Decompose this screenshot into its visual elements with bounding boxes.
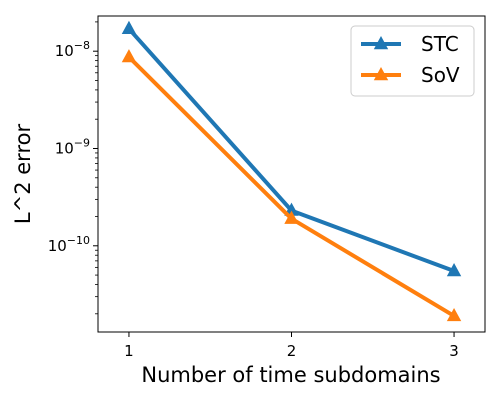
legend-label-stc: STC: [421, 32, 459, 56]
y-axis-title: L^2 error: [11, 124, 35, 225]
data-point-sov-1: [121, 49, 137, 63]
legend-marker-stc: [373, 36, 389, 50]
data-point-stc-3: [446, 263, 462, 277]
y-tick-label: 10−8: [55, 39, 90, 60]
plot-area: [121, 20, 462, 322]
data-point-stc-1: [121, 20, 137, 34]
data-point-sov-2: [284, 210, 299, 224]
x-tick-label: 2: [287, 342, 297, 360]
legend: STC SoV: [350, 25, 475, 97]
y-tick-label: 10−10: [48, 234, 90, 255]
x-axis-title: Number of time subdomains: [141, 363, 440, 387]
axes: 1 2 3 10−8 10−9 10−10: [48, 21, 459, 360]
y-tick-label: 10−9: [55, 136, 90, 157]
legend-label-sov: SoV: [421, 63, 460, 87]
x-tick-label: 1: [124, 342, 134, 360]
data-point-sov-3: [446, 307, 462, 322]
legend-marker-sov: [373, 67, 389, 81]
x-tick-label: 3: [449, 342, 459, 360]
